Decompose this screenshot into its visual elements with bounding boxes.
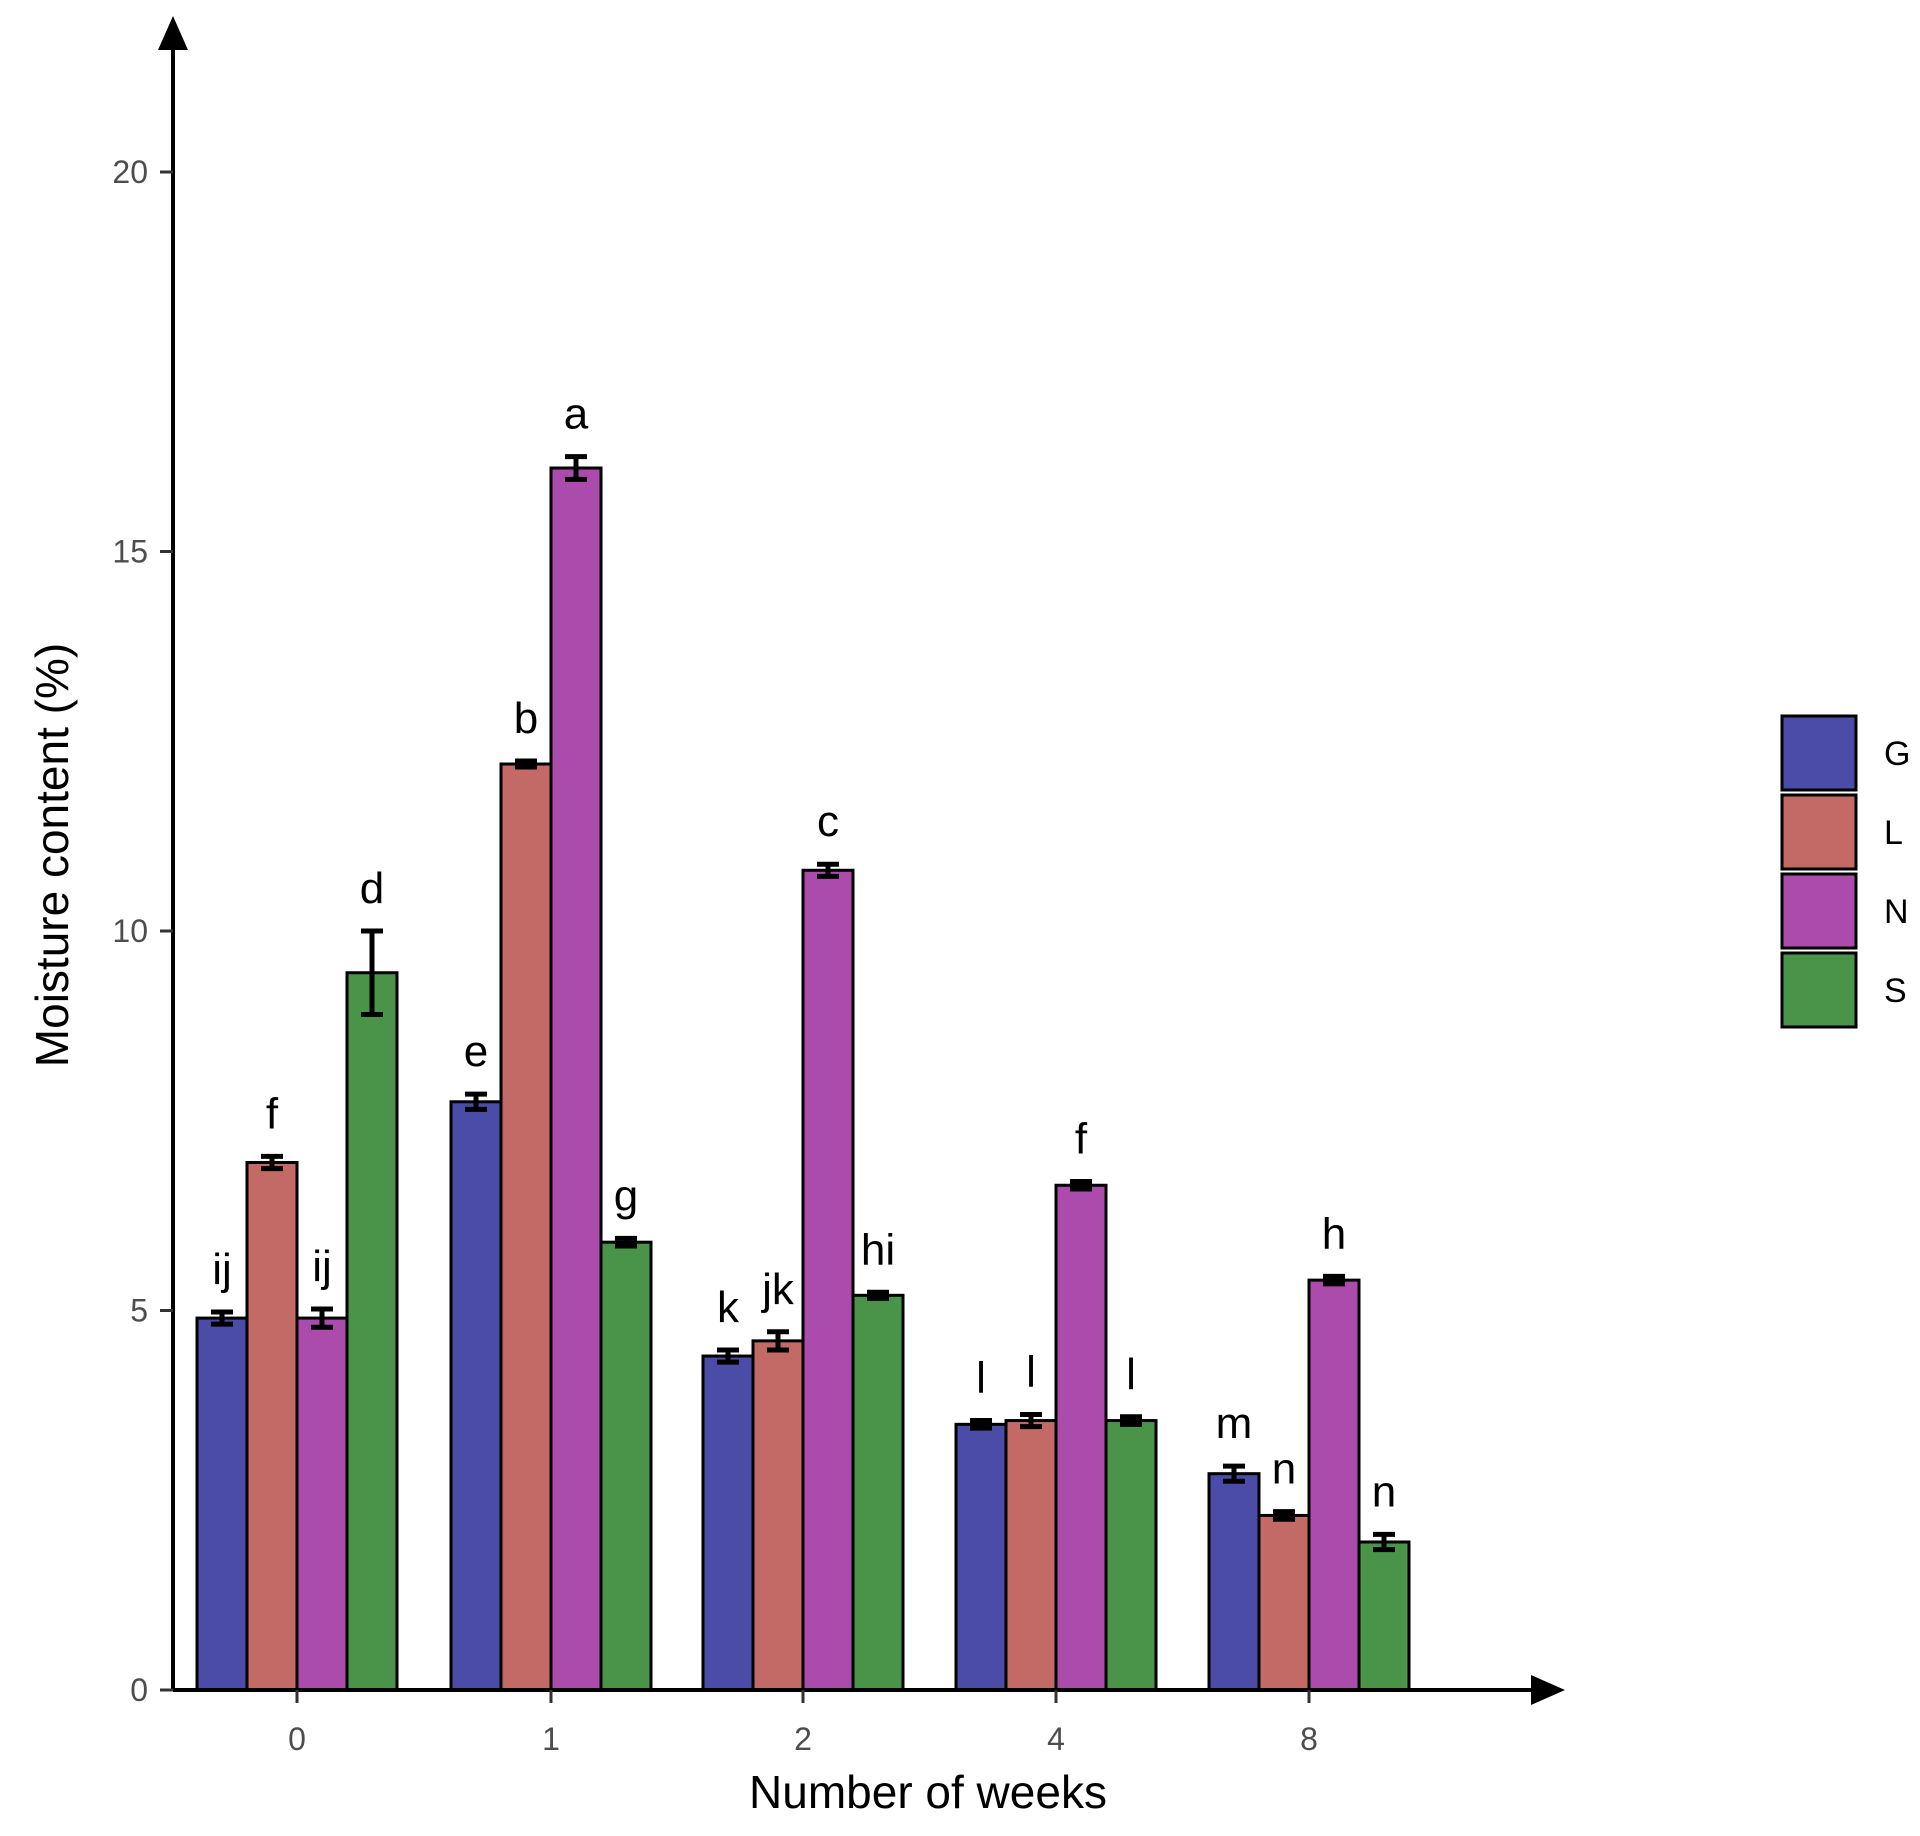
y-axis-arrow [158,16,188,50]
error-bar-G-week-0 [211,1309,233,1327]
bar-S-week-2 [851,1293,905,1692]
bar-N-week-8 [1307,1278,1361,1692]
significance-label-G-week-2: k [717,1283,740,1332]
significance-label-L-week-8: n [1272,1445,1296,1494]
bar-L-week-4 [1004,1419,1058,1692]
legend: G L N S [1780,714,1910,1029]
bar-G-week-1 [449,1100,503,1692]
legend-key-G [1780,714,1858,792]
bar-S-week-8 [1357,1540,1411,1692]
legend-key-N [1780,872,1858,950]
legend-label-N: N [1884,893,1909,931]
y-tick-label-0: 0 [130,1672,148,1708]
error-bar-N-week-4 [1070,1178,1092,1192]
significance-label-G-week-4: l [976,1354,986,1403]
legend-item-L: L [1780,793,1903,871]
significance-label-S-week-2: hi [861,1225,895,1274]
error-bar-N-week-2 [817,861,839,879]
significance-label-N-week-4: f [1075,1114,1088,1163]
legend-item-S: S [1780,951,1907,1029]
error-bar-G-week-8 [1223,1463,1245,1484]
bar-G-week-2 [701,1354,755,1692]
error-bar-N-week-8 [1323,1273,1345,1287]
x-axis-arrow [1531,1675,1565,1705]
significance-label-N-week-0: ij [312,1242,332,1291]
error-bar-G-week-4 [970,1418,992,1431]
bar-N-week-2 [801,868,855,1692]
significance-label-S-week-0: d [360,864,384,913]
bar-S-week-0 [345,971,399,1692]
error-bar-N-week-0 [311,1306,333,1330]
bar-L-week-1 [499,762,553,1692]
y-tick-label-10: 10 [112,913,148,949]
significance-label-G-week-8: m [1216,1399,1253,1448]
y-tick-label-20: 20 [112,154,148,190]
significance-label-L-week-0: f [266,1089,279,1138]
significance-label-G-week-1: e [464,1027,488,1076]
bar-L-week-2 [751,1339,805,1692]
error-bar-G-week-1 [465,1091,487,1112]
significance-label-L-week-2: jk [760,1265,795,1314]
error-bar-L-week-2 [767,1329,789,1353]
ticks-layer: 0 5 10 15 20 0 1 2 4 8 [112,154,1317,1757]
bar-G-week-4 [954,1422,1008,1692]
legend-label-S: S [1884,972,1907,1010]
error-bar-S-week-0 [361,928,383,1017]
error-bar-L-week-4 [1020,1411,1042,1430]
error-bar-S-week-1 [615,1235,637,1249]
error-bar-G-week-2 [717,1347,739,1365]
bar-G-week-0 [195,1316,249,1692]
x-tick-label-1: 1 [542,1721,560,1757]
x-tick-label-8: 8 [1300,1721,1318,1757]
error-bar-S-week-4 [1120,1414,1142,1427]
error-bar-L-week-1 [515,758,537,770]
bar-S-week-4 [1104,1419,1158,1692]
legend-key-L [1780,793,1858,871]
significance-label-N-week-1: a [564,390,589,439]
bars-layer [195,454,1411,1692]
legend-item-N: N [1780,872,1909,950]
significance-label-L-week-1: b [514,694,538,743]
legend-label-G: G [1884,735,1910,773]
bar-N-week-1 [549,466,603,1692]
error-bar-S-week-2 [867,1289,889,1301]
legend-key-S [1780,951,1858,1029]
significance-label-L-week-4: l [1026,1347,1036,1396]
significance-label-G-week-0: ij [212,1245,232,1294]
bar-L-week-0 [245,1160,299,1692]
error-bar-S-week-8 [1373,1531,1395,1553]
significance-label-N-week-8: h [1322,1209,1346,1258]
x-tick-label-4: 4 [1047,1721,1065,1757]
bar-S-week-1 [599,1240,653,1692]
x-axis-title: Number of weeks [749,1766,1107,1818]
x-tick-label-0: 0 [288,1721,306,1757]
legend-item-G: G [1780,714,1910,792]
x-tick-label-2: 2 [794,1721,812,1757]
bar-N-week-4 [1054,1183,1108,1692]
error-bar-N-week-1 [565,454,587,482]
legend-label-L: L [1884,814,1903,852]
y-tick-label-15: 15 [112,534,148,570]
bar-L-week-8 [1257,1513,1311,1692]
significance-label-S-week-8: n [1372,1467,1396,1516]
significance-label-N-week-2: c [817,797,839,846]
bar-G-week-8 [1207,1472,1261,1692]
error-bar-L-week-0 [261,1153,283,1172]
error-bar-L-week-8 [1273,1509,1295,1522]
labels-layer: ij e k l m f b jk l n ij a c f h d g hi l n [212,390,1396,1517]
y-axis-title: Moisture content (%) [26,643,78,1067]
y-tick-label-5: 5 [130,1293,148,1329]
significance-label-S-week-1: g [614,1171,638,1220]
bar-N-week-0 [295,1316,349,1692]
significance-label-S-week-4: l [1126,1350,1136,1399]
